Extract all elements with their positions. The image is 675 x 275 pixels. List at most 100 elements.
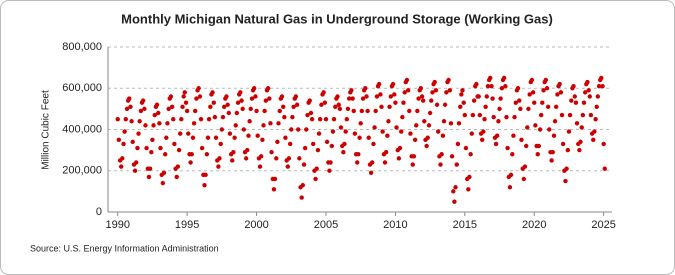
point <box>440 133 446 138</box>
point <box>583 90 588 95</box>
point <box>172 141 177 147</box>
point <box>121 141 126 147</box>
point <box>382 160 388 165</box>
point <box>456 121 462 126</box>
point <box>123 116 128 122</box>
point <box>144 145 149 151</box>
point <box>448 121 454 126</box>
point <box>304 127 309 132</box>
x-tick-label: 2020 <box>522 219 546 231</box>
x-tick-label: 2005 <box>314 219 338 231</box>
point <box>317 116 323 122</box>
point <box>218 141 223 147</box>
point <box>157 121 162 126</box>
point <box>359 108 365 114</box>
point <box>262 108 267 114</box>
y-tick-label: 800,000 <box>62 41 102 53</box>
point <box>341 149 346 155</box>
point <box>522 164 528 169</box>
point <box>356 152 361 157</box>
point <box>435 129 441 134</box>
point <box>152 112 157 118</box>
point <box>588 112 594 118</box>
point <box>143 123 148 128</box>
point <box>120 156 125 161</box>
point <box>226 110 231 116</box>
point <box>316 131 322 136</box>
point <box>147 166 153 171</box>
point <box>239 98 244 103</box>
point <box>481 129 486 134</box>
point <box>446 77 451 83</box>
point <box>219 127 225 132</box>
point <box>449 154 455 159</box>
point <box>404 77 410 83</box>
point <box>485 83 491 89</box>
point <box>591 137 596 143</box>
point <box>490 96 495 101</box>
point <box>276 121 281 126</box>
point <box>567 112 573 118</box>
point <box>319 102 324 107</box>
point <box>599 75 604 81</box>
point <box>296 127 301 132</box>
x-tick-label: 1995 <box>175 219 199 231</box>
point <box>202 182 207 188</box>
point <box>532 100 537 105</box>
point <box>491 114 496 120</box>
point <box>397 145 403 151</box>
point <box>137 119 142 124</box>
point <box>216 164 221 169</box>
point <box>128 104 133 110</box>
point <box>571 83 576 89</box>
point <box>115 116 120 122</box>
point <box>444 90 449 95</box>
point <box>519 137 524 143</box>
point <box>327 168 332 173</box>
point <box>372 125 377 130</box>
point <box>373 108 378 114</box>
point <box>470 112 476 118</box>
point <box>290 114 295 120</box>
point <box>246 133 251 138</box>
point <box>210 90 215 95</box>
point <box>211 100 216 105</box>
point <box>196 86 201 91</box>
point <box>447 88 453 93</box>
point <box>462 112 468 118</box>
point <box>135 145 140 151</box>
point <box>380 129 385 134</box>
point <box>166 106 171 112</box>
point <box>555 92 560 97</box>
point <box>489 83 494 89</box>
point <box>411 154 417 159</box>
point <box>460 88 465 93</box>
point <box>122 129 127 134</box>
point <box>364 94 369 99</box>
point <box>451 189 456 194</box>
point <box>269 149 274 155</box>
point <box>471 98 477 103</box>
point <box>533 123 538 128</box>
point <box>337 106 343 112</box>
point <box>560 141 566 147</box>
point <box>550 149 555 155</box>
point <box>551 133 557 138</box>
point <box>592 129 597 134</box>
point <box>313 176 318 182</box>
point <box>415 108 420 114</box>
point <box>574 121 580 126</box>
x-tick-label: 2000 <box>244 219 268 231</box>
chart-title: Monthly Michigan Natural Gas in Undergro… <box>121 11 553 26</box>
point <box>342 141 347 147</box>
point <box>467 174 472 180</box>
point <box>180 104 185 110</box>
y-axis-title: Million Cubic Feet <box>41 90 52 170</box>
point <box>426 123 432 128</box>
point <box>558 90 564 95</box>
point <box>140 98 146 103</box>
point <box>433 88 439 93</box>
point <box>127 96 132 101</box>
point <box>132 168 138 173</box>
point <box>217 156 222 161</box>
